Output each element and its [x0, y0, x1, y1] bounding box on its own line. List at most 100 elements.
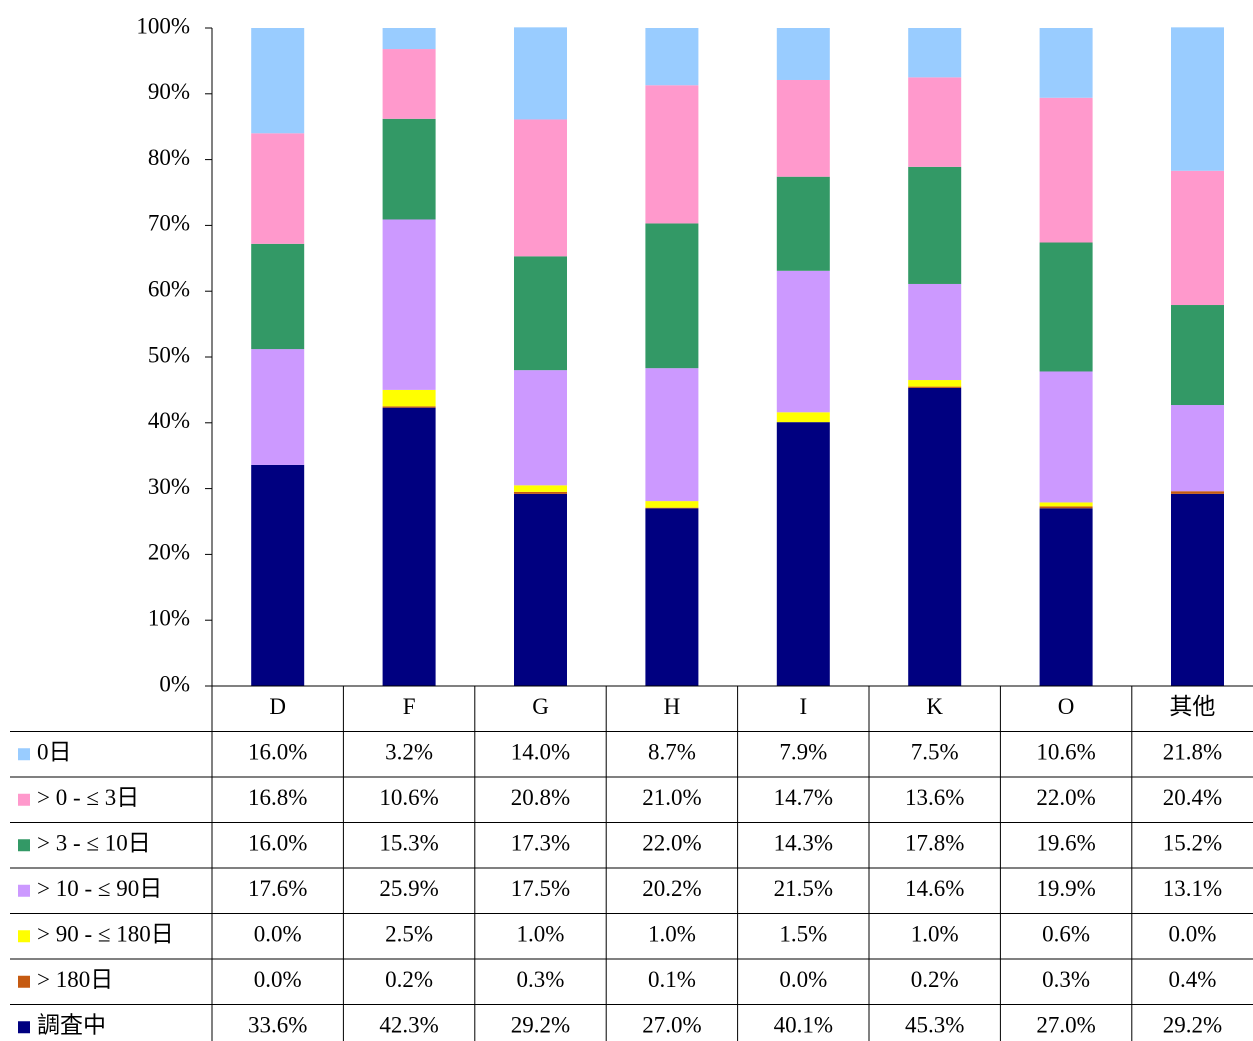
legend-label: 調査中: [37, 1013, 106, 1038]
data-label: 0.1%: [648, 967, 696, 992]
data-label: 14.3%: [774, 831, 833, 856]
bar-segment: [382, 28, 436, 50]
bar-segment: [908, 28, 962, 78]
bar-segment: [908, 380, 962, 387]
data-label: 22.0%: [642, 831, 701, 856]
data-label: 27.0%: [1036, 1013, 1095, 1038]
bar-segment: [514, 370, 567, 486]
bar-segment: [514, 256, 567, 371]
legend-swatch: [18, 839, 30, 852]
data-label: 42.3%: [379, 1013, 438, 1038]
bar-segment: [776, 422, 830, 686]
data-label: 1.0%: [648, 922, 696, 947]
data-label: 15.2%: [1163, 831, 1222, 856]
data-label: 13.1%: [1163, 876, 1222, 901]
bar-segment: [382, 219, 436, 390]
bar-segment: [776, 79, 830, 177]
data-label: 0.6%: [1042, 922, 1090, 947]
bar-segment: [514, 27, 567, 120]
data-label: 0.3%: [517, 967, 565, 992]
data-label: 0.0%: [254, 967, 302, 992]
bar-segment: [1171, 491, 1224, 494]
x-tick-label: G: [532, 694, 549, 719]
bar-segment: [1039, 508, 1093, 686]
data-label: 19.6%: [1036, 831, 1095, 856]
bar-segment: [1039, 506, 1093, 509]
data-label: 20.2%: [642, 876, 701, 901]
data-label: 0.4%: [1168, 967, 1216, 992]
data-label: 1.0%: [517, 922, 565, 947]
y-tick-label: 90%: [148, 79, 190, 104]
data-label: 16.0%: [248, 831, 307, 856]
data-label: 40.1%: [774, 1013, 833, 1038]
x-tick-label: I: [799, 694, 807, 719]
bar-segment: [1039, 97, 1093, 243]
data-label: 21.0%: [642, 785, 701, 810]
data-label: 1.5%: [779, 922, 827, 947]
data-label: 27.0%: [642, 1013, 701, 1038]
y-tick-label: 70%: [148, 211, 190, 236]
bar-segment: [645, 508, 699, 686]
bar-segment: [382, 49, 436, 119]
y-tick-label: 60%: [148, 276, 190, 301]
bar-segment: [776, 270, 830, 413]
data-label: 17.5%: [511, 876, 570, 901]
legend-label: > 10 - ≤ 90日: [37, 876, 162, 901]
bar-segment: [251, 243, 305, 350]
data-label: 0.2%: [385, 967, 433, 992]
legend-swatch: [18, 975, 30, 988]
bar-segment: [908, 283, 962, 381]
bar-segment: [1171, 170, 1224, 306]
bar-segment: [645, 507, 699, 509]
legend-label: > 180日: [37, 967, 113, 992]
legend-swatch: [18, 930, 30, 943]
bar-segment: [908, 166, 962, 284]
bar-segment: [251, 349, 305, 465]
legend-swatch: [18, 884, 30, 897]
data-label: 0.3%: [1042, 967, 1090, 992]
data-label: 15.3%: [379, 831, 438, 856]
bar-segment: [251, 133, 305, 244]
data-label: 20.4%: [1163, 785, 1222, 810]
legend-label: > 90 - ≤ 180日: [37, 922, 174, 947]
legend-swatch: [18, 793, 30, 806]
data-label: 25.9%: [379, 876, 438, 901]
data-label: 19.9%: [1036, 876, 1095, 901]
x-tick-label: 其他: [1169, 694, 1215, 719]
bar-segment: [514, 485, 567, 492]
data-label: 17.8%: [905, 831, 964, 856]
bar-segment: [645, 223, 699, 369]
bar-segment: [1171, 305, 1224, 406]
bar-segment: [382, 406, 436, 408]
data-label: 20.8%: [511, 785, 570, 810]
bar-segment: [1171, 493, 1224, 686]
data-label: 14.0%: [511, 740, 570, 765]
data-label: 33.6%: [248, 1013, 307, 1038]
data-label: 0.0%: [254, 922, 302, 947]
x-tick-label: O: [1058, 694, 1075, 719]
bar-segment: [645, 501, 699, 508]
data-label: 0.0%: [1168, 922, 1216, 947]
legend-label: > 0 - ≤ 3日: [37, 785, 139, 810]
bar-segment: [645, 85, 699, 224]
data-label: 10.6%: [1036, 740, 1095, 765]
data-label: 7.9%: [779, 740, 827, 765]
legend-label: > 3 - ≤ 10日: [37, 831, 151, 856]
data-label: 10.6%: [379, 785, 438, 810]
data-label: 16.0%: [248, 740, 307, 765]
bar-segment: [1039, 371, 1093, 503]
y-tick-label: 20%: [148, 540, 190, 565]
data-label: 13.6%: [905, 785, 964, 810]
y-tick-label: 80%: [148, 145, 190, 170]
data-label: 0.0%: [779, 967, 827, 992]
bar-segment: [776, 412, 830, 423]
bar-segment: [1171, 27, 1224, 171]
bar-segment: [1039, 28, 1093, 98]
bar-segment: [251, 464, 305, 686]
bar-segment: [1039, 242, 1093, 372]
x-tick-label: D: [269, 694, 286, 719]
data-label: 2.5%: [385, 922, 433, 947]
bar-segment: [776, 28, 830, 80]
data-label: 14.7%: [774, 785, 833, 810]
